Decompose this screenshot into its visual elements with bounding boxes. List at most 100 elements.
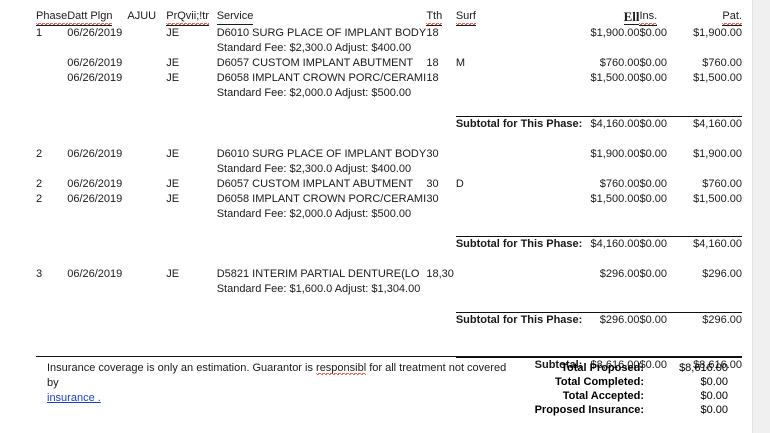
vertical-scrollbar[interactable] — [752, 0, 770, 433]
cell-date: 06/26/2019 — [67, 268, 123, 280]
subtotal-blank — [36, 312, 456, 328]
column-header-ajuu[interactable]: AJUU — [127, 9, 166, 26]
treatment-plan-table: Phase Datt Plgn AJUU PrQvii;!tr Service — [36, 9, 742, 373]
cell-service: D6010 SURG PLACE OF IMPLANT BODY — [216, 147, 427, 160]
table-row-note: Standard Fee: $2,000.0 Adjust: $500.00 — [36, 86, 742, 101]
phase-subtotal-insurance: $0.00 — [639, 115, 680, 132]
column-header-tooth-label: Tth — [426, 9, 443, 26]
row-gap — [36, 297, 742, 312]
phase-subtotal-label: Subtotal for This Phase: — [455, 311, 583, 328]
grand-subtotal-fee: $8,616.00 — [582, 357, 640, 373]
cell-ajuu — [127, 56, 166, 71]
cell-date: 06/26/2019 — [67, 27, 123, 39]
row-gap — [36, 222, 742, 237]
cell-patient: $1,900.00 — [693, 147, 742, 160]
cell-fee: $1,500.00 — [590, 192, 640, 205]
table-row[interactable]: 06/26/2019 JE D6057 CUSTOM IMPLANT ABUTMEN… — [36, 56, 742, 71]
column-header-date[interactable]: Datt Plgn — [67, 9, 127, 26]
table-row[interactable]: 06/26/2019 JE D6058 IMPLANT CROWN PORC/CER… — [36, 71, 742, 86]
column-header-surface[interactable]: Surf — [455, 9, 583, 26]
note-spacer — [36, 86, 217, 101]
cell-provider: JE — [166, 57, 180, 69]
cell-tooth: 30 — [426, 177, 439, 190]
totals-row: Proposed Insurance: $0.00 — [498, 403, 728, 417]
column-header-provider[interactable]: PrQvii;!tr — [166, 9, 216, 26]
cell-phase: 3 — [36, 268, 43, 280]
insurance-link[interactable]: insurance . — [47, 392, 101, 404]
table-row[interactable]: 2 06/26/2019 JE D6058 IMPLANT CROWN PORC/CE… — [36, 192, 742, 207]
column-header-date-label: Datt Plgn — [67, 9, 113, 26]
row-gap-cell — [36, 101, 742, 116]
disclaimer-misspelled-word: responsibl — [316, 362, 367, 375]
table-row[interactable]: 1 06/26/2019 JE D6010 SURG PLACE OF IMPLANT… — [36, 26, 742, 41]
cell-ajuu — [127, 192, 166, 207]
cell-insurance: $0.00 — [639, 147, 668, 160]
cell-phase — [36, 56, 67, 71]
cell-patient: $1,500.00 — [693, 72, 742, 84]
standard-fee-note: Standard Fee: $2,000.0 Adjust: $500.00 — [216, 87, 412, 99]
column-header-tooth[interactable]: Tth — [426, 9, 455, 26]
cell-fee: $1,500.00 — [590, 72, 640, 84]
cell-phase: 2 — [36, 177, 43, 190]
column-header-fee[interactable]: Ell — [582, 9, 640, 26]
totals-row: Total Accepted: $0.00 — [498, 389, 728, 403]
column-header-patient[interactable]: Pat. — [680, 9, 742, 26]
table-row[interactable]: 2 06/26/2019 JE D6057 CUSTOM IMPLANT ABUTME… — [36, 177, 742, 192]
standard-fee-note: Standard Fee: $2,300.0 Adjust: $400.00 — [216, 42, 412, 54]
table-body: 1 06/26/2019 JE D6010 SURG PLACE OF IMPLANT… — [36, 26, 742, 373]
table-row-note: Standard Fee: $1,600.0 Adjust: $1,304.00 — [36, 282, 742, 297]
cell-tooth: 18 — [426, 57, 439, 69]
cell-service: D5821 INTERIM PARTIAL DENTURE(LO — [216, 268, 420, 280]
cell-fee: $760.00 — [599, 177, 640, 190]
note-spacer — [36, 207, 217, 222]
column-header-phase[interactable]: Phase — [36, 9, 68, 26]
cell-date: 06/26/2019 — [67, 147, 123, 160]
cell-provider: JE — [166, 177, 180, 190]
note-spacer — [36, 162, 217, 177]
table-row[interactable]: 2 06/26/2019 JE D6010 SURG PLACE OF IMPLANT… — [36, 147, 742, 162]
cell-fee: $1,900.00 — [590, 27, 640, 39]
phase-spacer — [36, 328, 742, 343]
column-header-service[interactable]: Service — [216, 9, 427, 26]
phase-subtotal-patient: $4,160.00 — [679, 115, 742, 132]
grand-subtotal-patient: $8,616.00 — [679, 357, 742, 373]
disclaimer-part-two: for all treatment not covered by — [47, 362, 507, 389]
note-spacer — [36, 41, 217, 56]
totals-value: $0.00 — [700, 404, 728, 416]
phase-subtotal-insurance: $0.00 — [639, 311, 680, 328]
cell-phase — [36, 71, 67, 86]
cell-provider: JE — [166, 192, 180, 205]
column-header-insurance[interactable]: Ins. — [639, 9, 679, 26]
phase-subtotal-patient: $4,160.00 — [679, 236, 742, 252]
cell-tooth: 18,30 — [426, 268, 454, 280]
totals-label: Proposed Insurance: — [534, 404, 644, 416]
cell-patient: $1,500.00 — [693, 192, 742, 205]
cell-surface — [456, 71, 583, 86]
cell-surface — [456, 192, 583, 207]
cell-date: 06/26/2019 — [67, 192, 123, 205]
row-gap — [36, 101, 742, 116]
cell-insurance: $0.00 — [639, 177, 668, 190]
totals-value: $8,616.00 — [679, 362, 728, 374]
grand-subtotal-row: Subtotal: $8,616.00 $0.00 $8,616.00 — [36, 357, 742, 373]
cell-provider: JE — [166, 268, 180, 280]
totals-row: Total Completed: $0.00 — [498, 375, 728, 389]
totals-value: $0.00 — [700, 390, 728, 402]
totals-label: Total Proposed: — [561, 362, 644, 374]
cell-ajuu — [127, 177, 166, 192]
table-row[interactable]: 3 06/26/2019 JE D5821 INTERIM PARTIAL DENTU… — [36, 267, 742, 282]
phase-spacer — [36, 252, 742, 267]
cell-insurance: $0.00 — [639, 57, 668, 69]
cell-ajuu — [127, 267, 166, 282]
grand-subtotal-insurance: $0.00 — [639, 357, 680, 373]
cell-insurance: $0.00 — [639, 72, 668, 84]
cell-insurance: $0.00 — [639, 268, 668, 280]
cell-fee: $296.00 — [599, 268, 640, 280]
column-header-fee-label: Ell — [623, 9, 640, 25]
cell-ajuu — [127, 71, 166, 86]
cell-provider: JE — [166, 27, 180, 39]
cell-insurance: $0.00 — [639, 27, 668, 39]
phase-subtotal-fee: $4,160.00 — [582, 115, 640, 132]
cell-tooth: 30 — [426, 192, 439, 205]
cell-patient: $760.00 — [702, 177, 742, 190]
